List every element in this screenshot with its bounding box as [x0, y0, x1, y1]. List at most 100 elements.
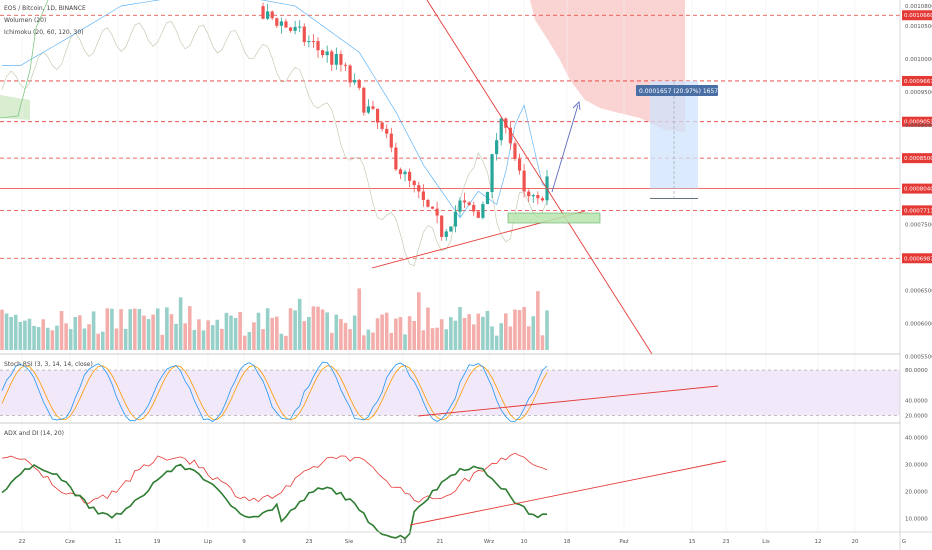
- candle-body: [467, 202, 471, 206]
- candle-body: [495, 140, 499, 155]
- candle-body: [357, 79, 361, 88]
- volume-bar: [160, 334, 165, 350]
- volume-bar: [485, 310, 490, 350]
- volume-bar: [220, 328, 224, 350]
- stoch-title: Stoch RSI (3, 3, 14, 14, close): [4, 361, 93, 368]
- candle-body: [444, 231, 448, 237]
- volume-bar: [357, 288, 362, 350]
- volume-bar: [165, 307, 169, 350]
- candle-body: [517, 158, 522, 171]
- price-axis: 0.0010800 0.0010500 0.0010000 0.0009500 0.00…: [905, 4, 932, 523]
- volume-bar: [329, 332, 334, 350]
- volume-bar: [421, 330, 426, 350]
- volume-bar: [453, 320, 458, 350]
- volume-bar: [540, 335, 545, 350]
- volume-bar: [499, 323, 504, 350]
- candle-body: [412, 180, 416, 186]
- stoch-y-tick-label: 40.0000: [905, 398, 928, 404]
- candle-body: [403, 171, 407, 175]
- volume-bar: [36, 327, 41, 350]
- volume-bar: [462, 317, 467, 350]
- price-level-tag: [902, 153, 932, 164]
- volume-bar: [197, 319, 201, 350]
- volume-bar: [100, 331, 105, 350]
- volume-bar: [439, 319, 444, 350]
- volume-bar: [288, 308, 293, 350]
- price-level-label: 0.0009051: [904, 120, 932, 126]
- y-tick-label: 0.0006000: [905, 322, 932, 328]
- volume-bar: [87, 324, 91, 350]
- volume-bars: [0, 288, 549, 350]
- candle-body: [385, 128, 389, 134]
- legend-volume: Wolumen (20): [4, 17, 46, 24]
- candle-body: [307, 41, 311, 43]
- adx-y-tick-label: 10.0000: [905, 517, 928, 523]
- volume-bar: [169, 314, 174, 350]
- volume-bar: [384, 312, 389, 350]
- candle-body: [417, 185, 421, 192]
- volume-bar: [13, 314, 18, 350]
- volume-bar: [389, 332, 394, 350]
- downtrend-line: [426, 0, 653, 355]
- volume-bar: [293, 310, 297, 350]
- volume-bar: [334, 314, 339, 350]
- volume-bar: [302, 321, 307, 350]
- volume-bar: [371, 332, 375, 350]
- x-tick-label: Cze: [65, 539, 76, 545]
- volume-bar: [380, 314, 384, 350]
- candle-body: [394, 147, 398, 170]
- volume-bar: [256, 312, 261, 350]
- volume-bar: [50, 330, 55, 350]
- volume-bar: [504, 313, 508, 350]
- candle-body: [362, 87, 366, 113]
- volume-bar: [526, 326, 531, 350]
- price-level-tag: [902, 205, 932, 216]
- stoch-k-line: [1, 361, 548, 422]
- candle-body: [334, 53, 338, 65]
- volume-bar: [252, 322, 256, 350]
- volume-bar: [123, 328, 128, 350]
- volume-bar: [46, 327, 50, 350]
- candle-body: [311, 41, 316, 43]
- volume-bar: [18, 321, 23, 350]
- indicator-lines: [0, 0, 548, 540]
- x-tick-label: 10: [521, 539, 528, 545]
- volume-bar: [55, 325, 59, 350]
- volume-bar: [352, 315, 357, 350]
- candle-body: [261, 6, 265, 19]
- x-tick-label: 22: [19, 539, 26, 545]
- price-level-label: 0.0010660: [904, 13, 932, 19]
- volume-bar: [110, 308, 114, 350]
- price-level-tag: [902, 75, 932, 86]
- volume-bar: [206, 320, 210, 350]
- volume-bar: [68, 329, 73, 350]
- candle-body: [426, 199, 430, 207]
- candle-body: [279, 21, 283, 26]
- volume-bar: [449, 317, 453, 350]
- stoch-d-line: [1, 365, 548, 421]
- volume-bar: [339, 319, 343, 350]
- volume-bar: [78, 315, 82, 350]
- y-tick-label: 0.0010000: [905, 57, 932, 63]
- x-tick-label: 19: [154, 539, 161, 545]
- candle-body: [348, 65, 352, 83]
- projection-arrowhead: [572, 101, 581, 111]
- x-tick-label: Lis: [762, 539, 770, 545]
- candle-body: [540, 198, 545, 201]
- x-tick-label: 12: [815, 539, 822, 545]
- di-line: [1, 452, 548, 504]
- candle-body: [343, 64, 348, 66]
- support-zone: [507, 212, 601, 224]
- volume-bar: [531, 316, 536, 350]
- candle-body: [389, 133, 393, 148]
- volume-bar: [201, 330, 206, 350]
- y-tick-label: 0.0009500: [905, 90, 932, 96]
- volume-bar: [233, 317, 238, 350]
- volume-bar: [316, 306, 320, 350]
- adx-y-tick-label: 30.0000: [905, 463, 928, 469]
- volume-bar: [545, 310, 549, 350]
- volume-bar: [297, 298, 302, 350]
- x-tick-label: Lip: [204, 539, 213, 545]
